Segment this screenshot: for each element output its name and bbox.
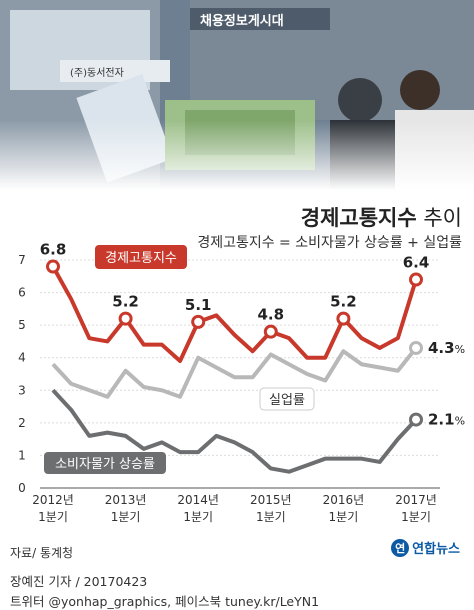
- y-tick-label: 5: [18, 318, 26, 332]
- series-tag: [95, 245, 187, 269]
- sns-line: 트위터 @yonhap_graphics, 페이스북 tuney.kr/LeYN…: [10, 594, 320, 609]
- data-point: [263, 324, 278, 339]
- x-tick-label: 1분기: [183, 510, 213, 524]
- sign-text: 채용정보게시대: [200, 13, 284, 29]
- x-tick-label: 1분기: [111, 510, 141, 524]
- data-label: 5.2: [112, 293, 139, 311]
- logo-name: 연합뉴스: [412, 542, 460, 557]
- y-tick-label: 6: [18, 286, 26, 300]
- data-label: 4.3%: [428, 339, 465, 357]
- data-point: [118, 311, 133, 326]
- x-tick-label: 2013년: [105, 493, 147, 507]
- chart-title-rest: 추이: [416, 206, 462, 230]
- y-tick-label: 4: [18, 351, 26, 365]
- x-tick-label: 1분기: [38, 510, 68, 524]
- data-label: 4.8: [258, 306, 285, 324]
- board-text: (주)동서전자: [70, 67, 124, 79]
- unit-label: %: [455, 343, 465, 356]
- credit-line: 장예진 기자 / 20170423: [10, 574, 148, 589]
- chart-title: 경제고통지수 추이: [0, 202, 462, 232]
- y-tick-label: 2: [18, 416, 26, 430]
- x-tick-label: 2016년: [323, 493, 365, 507]
- data-point: [336, 311, 351, 326]
- x-tick-label: 2017년: [395, 493, 437, 507]
- chart-subtitle: 경제고통지수 = 소비자물가 상승률 + 실업률: [197, 235, 462, 251]
- data-label: 2.1%: [428, 411, 465, 429]
- series-name: 실업률: [269, 393, 305, 408]
- photo-banner: 채용정보게시대 (주)동서전자: [0, 0, 474, 190]
- x-tick-label: 1분기: [401, 510, 431, 524]
- source-note: 자료/ 통계청: [10, 546, 74, 560]
- y-tick-label: 3: [18, 383, 26, 397]
- data-label: 5.2: [330, 293, 357, 311]
- x-tick-label: 2014년: [177, 493, 219, 507]
- line-chart: 6.8 5.2 5.1 4.8 5.2 6.4 4.3% 2.1% 2012년 1분기 2013년…: [18, 241, 465, 524]
- yonhap-logo: 연 연합뉴스: [391, 538, 460, 557]
- y-tick-label: 7: [18, 253, 26, 267]
- chart-area: 경제고통지수 추이 경제고통지수 = 소비자물가 상승률 + 실업률: [0, 190, 474, 545]
- job-board-photo: 채용정보게시대 (주)동서전자: [0, 0, 474, 190]
- series-tag: [44, 452, 166, 474]
- series-tag: [259, 387, 315, 411]
- data-point: [46, 259, 60, 274]
- x-tick-label: 2015년: [250, 493, 292, 507]
- data-label: 5.1: [185, 296, 212, 314]
- series-line: [51, 265, 418, 363]
- data-point: [409, 412, 423, 427]
- chart-title-bold: 경제고통지수: [300, 206, 417, 230]
- data-point: [409, 272, 423, 287]
- data-label: 6.8: [40, 241, 67, 259]
- data-point: [191, 314, 206, 329]
- logo-mark-icon: 연: [391, 538, 410, 557]
- x-tick-label: 1분기: [329, 510, 359, 524]
- series-name: 소비자물가 상승률: [55, 457, 155, 472]
- y-tick-label: 0: [18, 481, 26, 495]
- data-label: 6.4: [403, 254, 430, 272]
- series-name: 경제고통지수: [105, 251, 177, 266]
- x-tick-label: 2012년: [32, 493, 74, 507]
- footer: 장예진 기자 / 20170423 트위터 @yonhap_graphics, …: [0, 565, 474, 610]
- series-line: [51, 388, 418, 474]
- x-tick-label: 1분기: [256, 510, 286, 524]
- series-line: [51, 346, 418, 399]
- data-point: [409, 340, 423, 355]
- y-tick-label: 1: [18, 448, 26, 462]
- unit-label: %: [455, 415, 465, 428]
